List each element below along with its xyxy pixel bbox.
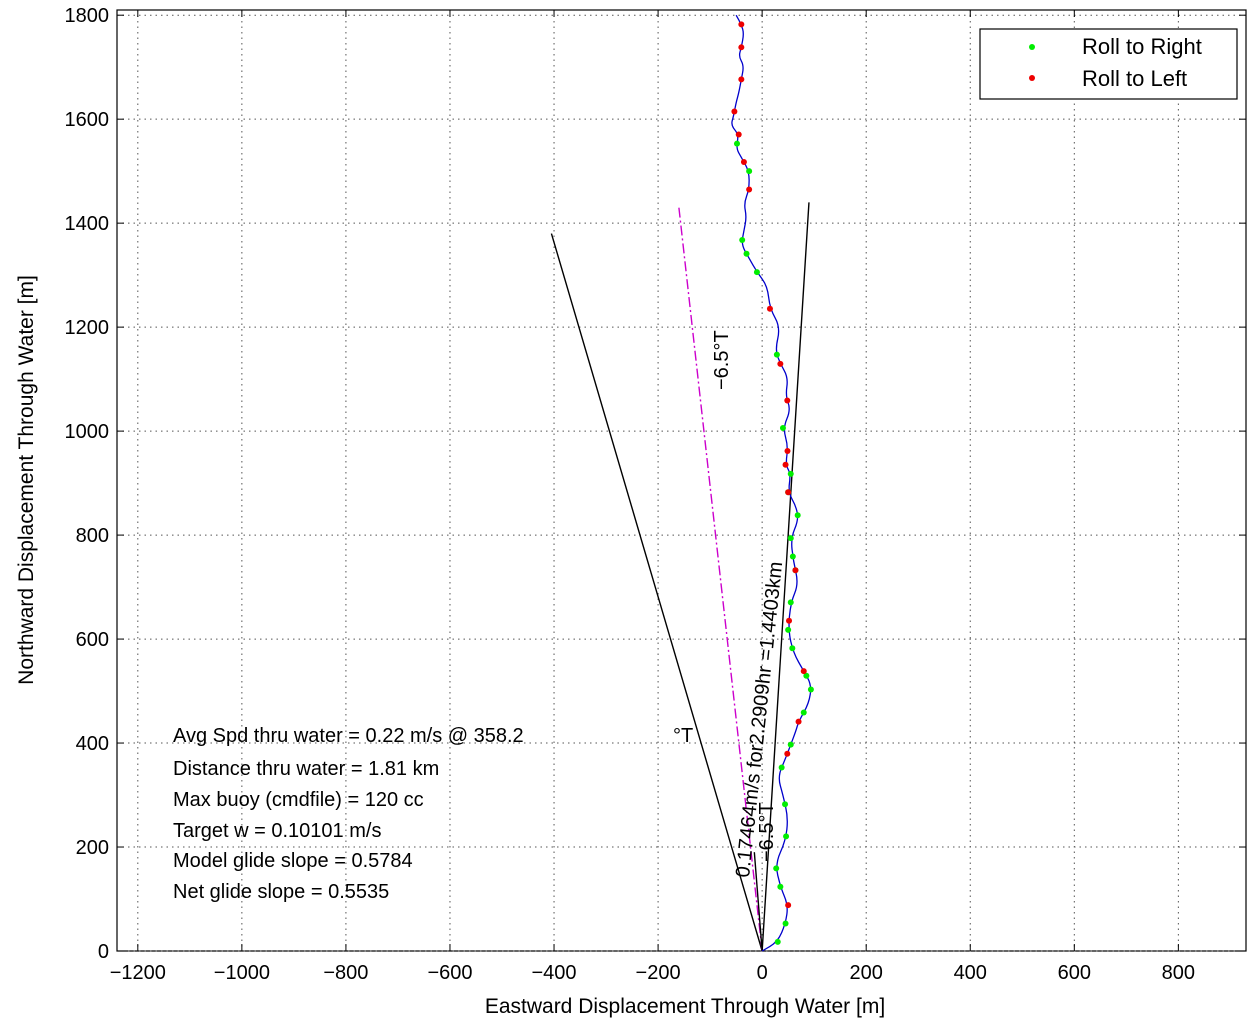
- x-tick-label: 200: [850, 962, 883, 984]
- roll-right-point: [787, 535, 794, 542]
- roll-left-point: [785, 902, 792, 909]
- roll-left-point: [777, 360, 784, 367]
- roll-right-point: [800, 709, 807, 716]
- stats-block: Avg Spd thru water = 0.22 m/s @ 358.2 °T…: [173, 725, 693, 903]
- roll-right-point: [789, 553, 796, 560]
- roll-right-point: [779, 425, 786, 432]
- heading-label-bottom: −6.5°T: [756, 802, 778, 862]
- legend: Roll to Right Roll to Left: [979, 28, 1238, 100]
- roll-points: [731, 21, 814, 945]
- roll-right-point: [787, 470, 794, 477]
- roll-left-point: [792, 567, 799, 574]
- heading-line-bound-left: [550, 233, 763, 952]
- x-tick-label: −800: [323, 962, 368, 984]
- roll-right-point: [803, 672, 810, 679]
- roll-left-point: [795, 718, 802, 725]
- roll-right-point: [739, 236, 746, 243]
- legend-label-roll-left: Roll to Left: [1082, 66, 1187, 91]
- roll-right-point: [773, 865, 780, 872]
- heading-line-model-heading: [753, 852, 763, 952]
- legend-label-roll-right: Roll to Right: [1082, 34, 1202, 59]
- y-tick-label: 400: [76, 733, 109, 755]
- legend-marker-roll-left: [1029, 75, 1035, 81]
- x-tick-label: −400: [532, 962, 577, 984]
- x-axis-label: Eastward Displacement Through Water [m]: [485, 995, 885, 1018]
- x-tick-label: −1200: [110, 962, 166, 984]
- roll-right-point: [774, 938, 781, 945]
- roll-left-point: [785, 489, 792, 496]
- heading-line-mean-heading: [678, 207, 763, 952]
- roll-right-point: [807, 686, 814, 693]
- stat-net-glide: Net glide slope = 0.5535: [173, 881, 389, 903]
- roll-right-point: [787, 741, 794, 748]
- roll-left-point: [740, 158, 747, 165]
- y-tick-label: 600: [76, 629, 109, 651]
- x-tick-label: 600: [1058, 962, 1091, 984]
- heading-lines: [550, 202, 810, 952]
- roll-right-point: [773, 351, 780, 358]
- y-tick-label: 800: [76, 525, 109, 547]
- y-tick-label: 1000: [65, 421, 110, 443]
- roll-left-point: [784, 397, 791, 404]
- y-tick-label: 0: [98, 941, 109, 963]
- roll-left-point: [766, 305, 773, 312]
- roll-right-point: [783, 833, 790, 840]
- roll-right-point: [743, 250, 750, 257]
- roll-left-point: [784, 447, 791, 454]
- x-tick-label: 0: [757, 962, 768, 984]
- legend-marker-roll-right: [1029, 44, 1035, 50]
- roll-left-point: [731, 108, 738, 115]
- stat-distance: Distance thru water = 1.81 km: [173, 758, 439, 780]
- roll-right-point: [746, 168, 753, 175]
- roll-left-point: [738, 44, 745, 51]
- x-tick-label: −200: [636, 962, 681, 984]
- roll-right-point: [789, 645, 796, 652]
- x-tick-label: 800: [1162, 962, 1195, 984]
- roll-left-point: [746, 186, 753, 193]
- roll-left-point: [735, 131, 742, 138]
- roll-left-point: [800, 668, 807, 675]
- x-tick-label: 400: [954, 962, 987, 984]
- y-tick-label: 1400: [65, 213, 110, 235]
- x-tick-label: −600: [427, 962, 472, 984]
- roll-right-point: [782, 920, 789, 927]
- stat-target-w: Target w = 0.10101 m/s: [173, 820, 381, 842]
- axis-ticks: −1200 −1000 −800 −600 −400 −200 0 200 400 600 800 0…: [65, 5, 1246, 984]
- stat-model-glide: Model glide slope = 0.5784: [173, 850, 413, 872]
- grid-lines: [117, 10, 1246, 952]
- stat-avg-speed: Avg Spd thru water = 0.22 m/s @ 358.2: [173, 725, 524, 747]
- y-tick-label: 1600: [65, 109, 110, 131]
- stat-avg-speed-unit: °T: [673, 725, 693, 747]
- roll-right-point: [753, 269, 760, 276]
- roll-right-point: [777, 883, 784, 890]
- roll-right-point: [794, 512, 801, 519]
- plot-area: [116, 9, 1247, 952]
- legend-box: [979, 28, 1238, 100]
- roll-left-point: [784, 750, 791, 757]
- y-tick-label: 200: [76, 837, 109, 859]
- heading-line-bound-right: [761, 202, 810, 952]
- roll-left-point: [738, 21, 745, 28]
- y-tick-label: 1800: [65, 5, 110, 27]
- roll-left-point: [782, 461, 789, 468]
- roll-right-point: [778, 764, 785, 771]
- heading-label-top: −6.5°T: [711, 330, 733, 390]
- roll-right-point: [785, 626, 792, 633]
- y-tick-label: 1200: [65, 317, 110, 339]
- roll-left-point: [738, 76, 745, 83]
- stat-max-buoy: Max buoy (cmdfile) = 120 cc: [173, 789, 424, 811]
- x-tick-label: −1000: [214, 962, 270, 984]
- y-axis-label: Northward Displacement Through Water [m]: [15, 275, 38, 685]
- roll-left-point: [786, 617, 793, 624]
- roll-right-point: [733, 140, 740, 147]
- roll-right-point: [782, 801, 789, 808]
- roll-right-point: [787, 599, 794, 606]
